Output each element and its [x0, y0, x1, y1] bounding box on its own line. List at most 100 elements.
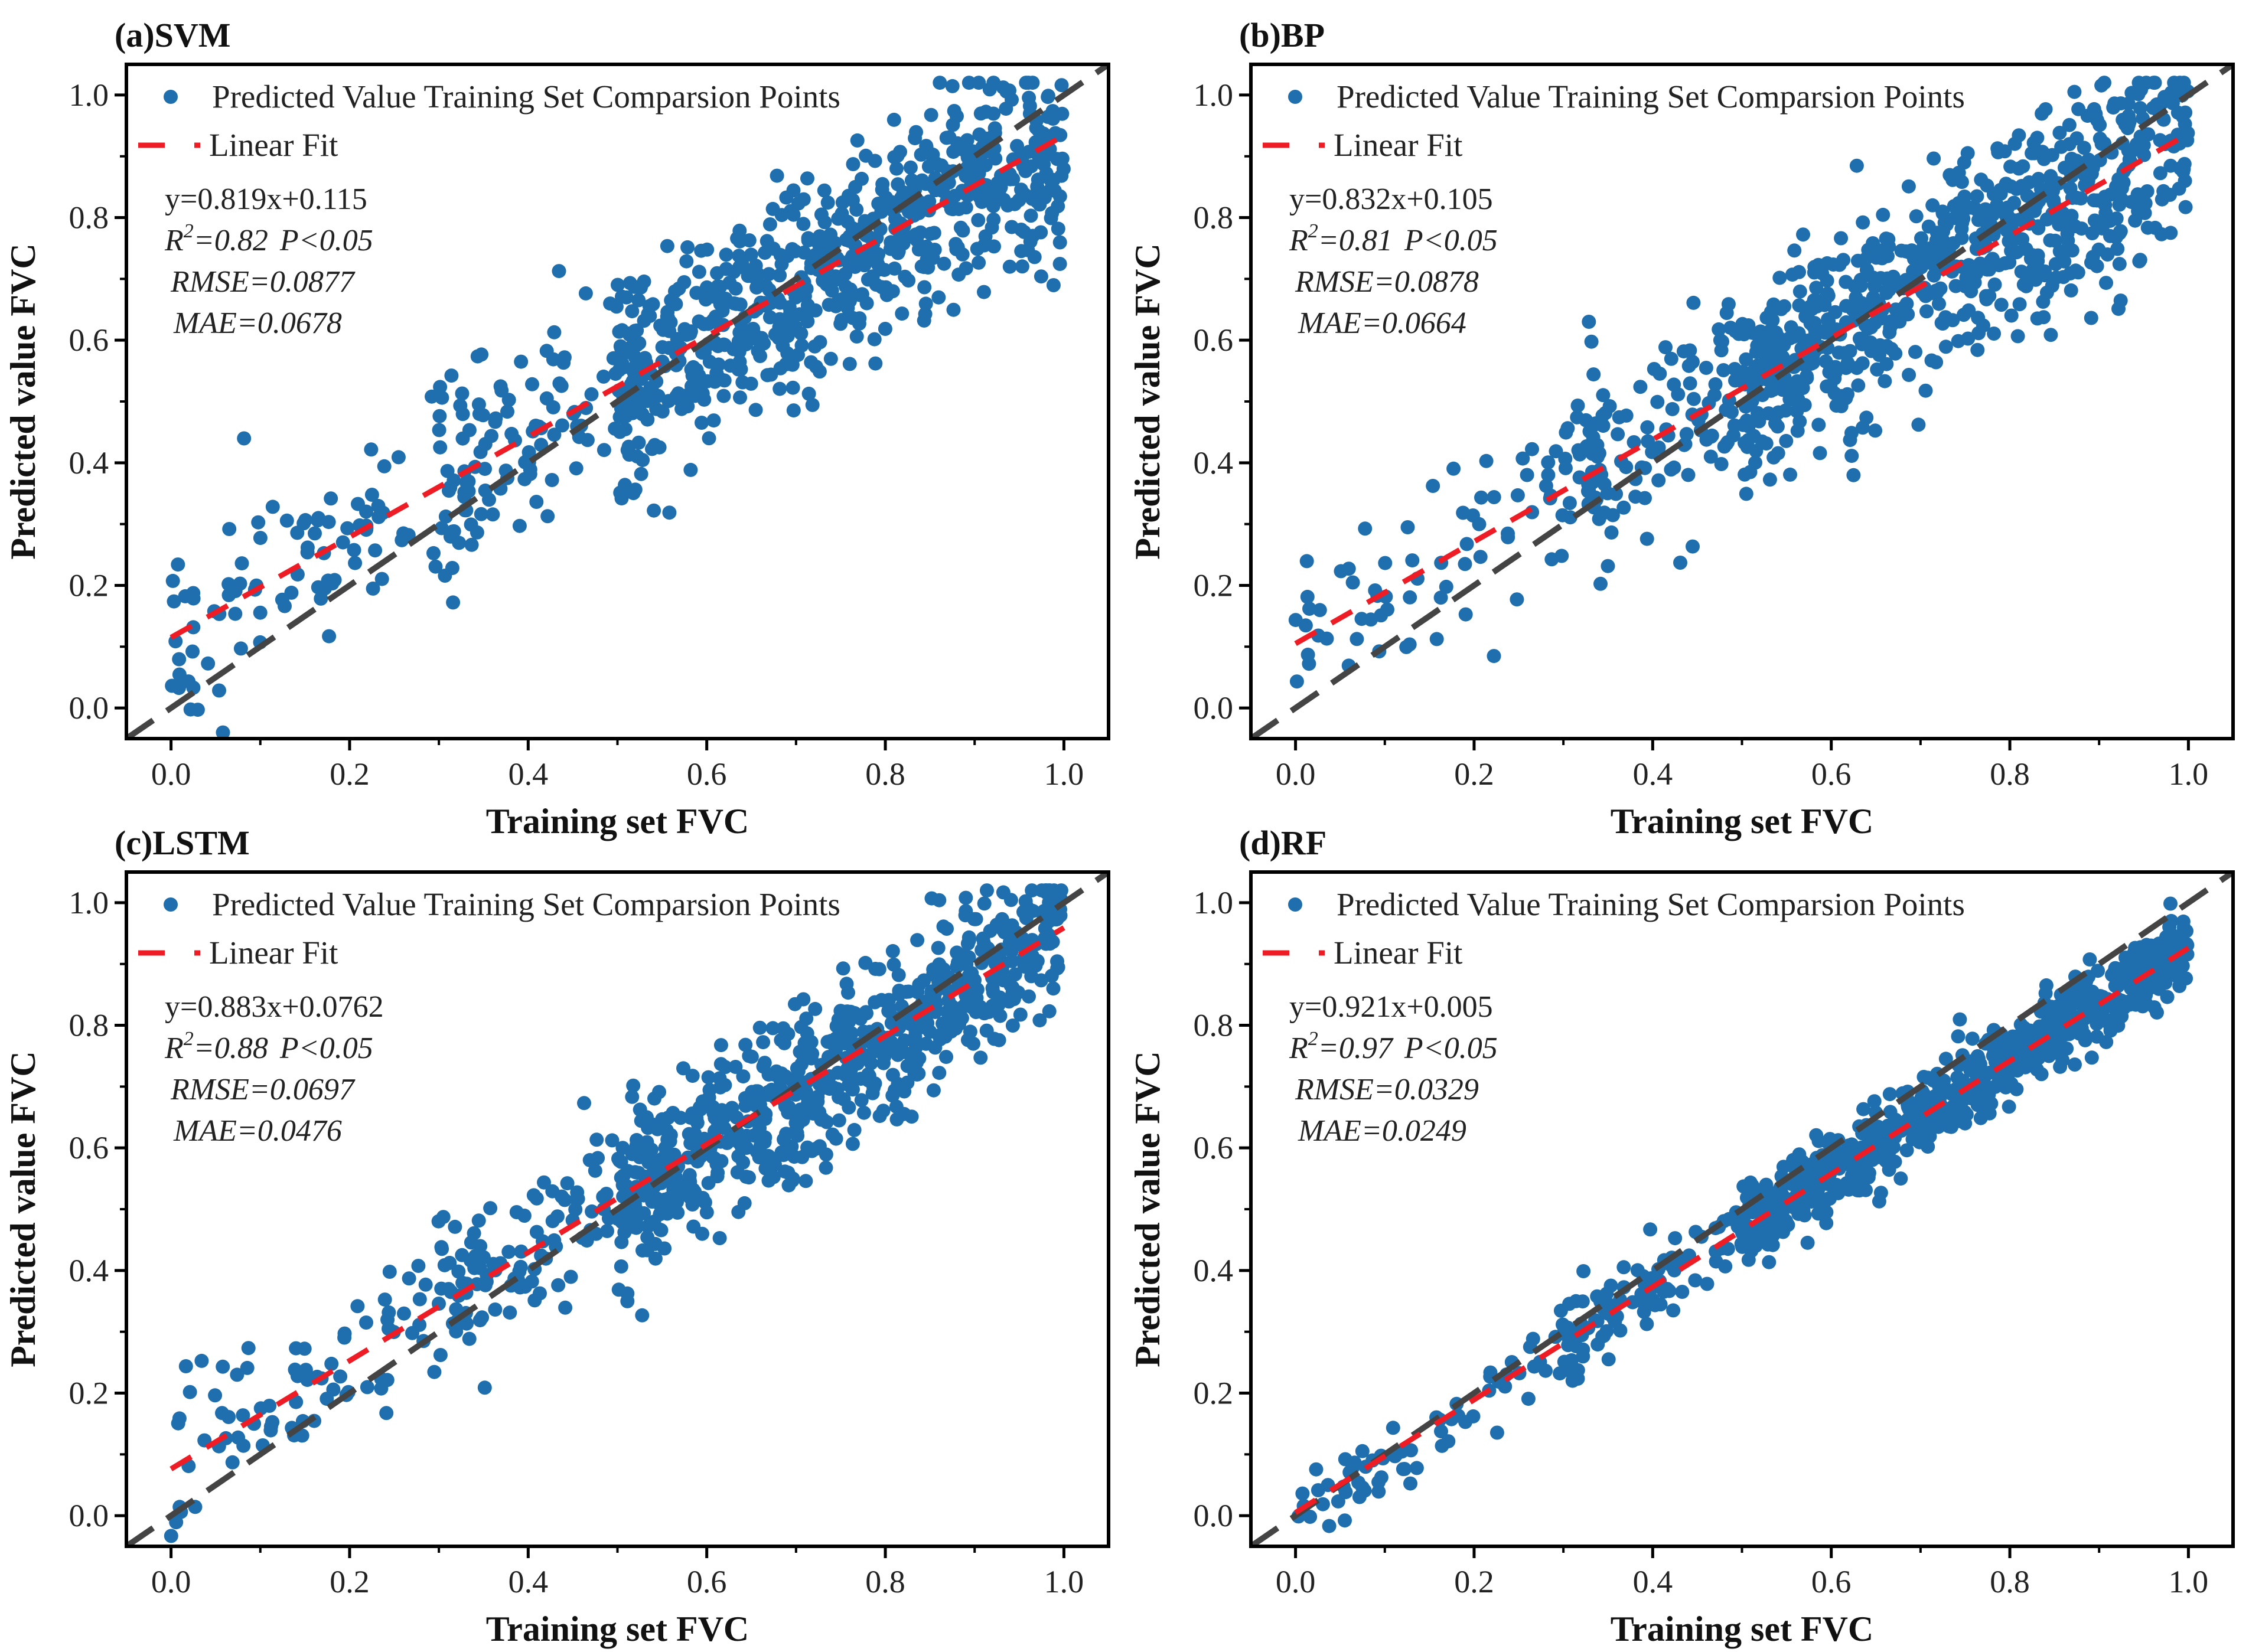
y-tick-label: 1.0 — [1194, 885, 1234, 920]
data-point — [664, 1176, 679, 1190]
fit-line — [170, 133, 1065, 640]
data-point — [797, 289, 812, 303]
p-value: P<0.05 — [279, 224, 373, 257]
data-point — [2098, 198, 2113, 213]
data-point — [1601, 559, 1615, 573]
data-point — [980, 883, 994, 898]
data-point — [434, 1240, 449, 1255]
data-point — [446, 524, 461, 538]
data-point — [348, 556, 363, 570]
data-point — [694, 375, 709, 390]
data-point — [324, 491, 338, 506]
data-point — [744, 247, 758, 262]
data-point — [1993, 182, 2007, 197]
data-point — [692, 265, 706, 279]
data-point — [1289, 674, 1304, 689]
data-point — [620, 1294, 635, 1308]
data-point — [1028, 958, 1043, 973]
p-value: P<0.05 — [279, 1031, 373, 1065]
data-point — [1787, 243, 1802, 258]
data-point — [2091, 964, 2105, 978]
data-point — [1593, 576, 1608, 591]
x-tick-label: 1.0 — [2169, 1564, 2209, 1599]
data-point — [1765, 1225, 1780, 1239]
data-point — [391, 450, 406, 465]
data-point — [928, 964, 943, 978]
data-point — [1018, 894, 1033, 909]
data-point — [1013, 1007, 1028, 1022]
data-point — [1843, 344, 1857, 358]
data-point — [1909, 209, 1924, 224]
data-point — [182, 1385, 197, 1399]
data-point — [1592, 512, 1606, 526]
data-point — [525, 377, 539, 391]
data-point — [240, 1360, 255, 1375]
data-point — [1005, 918, 1019, 933]
data-point — [841, 985, 855, 1000]
data-point — [1856, 1180, 1870, 1195]
data-point — [849, 329, 864, 344]
data-point — [2139, 938, 2154, 952]
fit-equation: y=0.819x+0.115 — [165, 182, 367, 216]
data-point — [798, 1174, 813, 1189]
data-point — [2172, 181, 2186, 196]
panel-title: (d)RF — [1239, 824, 1326, 862]
data-point — [448, 1219, 462, 1234]
data-point — [584, 387, 599, 401]
data-point — [931, 290, 946, 305]
data-point — [716, 388, 731, 403]
data-point — [735, 260, 749, 275]
panel-title: (b)BP — [1239, 16, 1325, 54]
data-point — [817, 183, 832, 198]
data-point — [1911, 417, 1926, 432]
data-point — [549, 1239, 563, 1254]
data-point — [868, 1076, 882, 1091]
y-tick-label: 0.0 — [69, 1498, 109, 1533]
r2-symbol: R — [1289, 224, 1308, 257]
data-point — [1662, 1284, 1677, 1298]
data-point — [720, 1135, 734, 1150]
data-point — [1560, 1363, 1575, 1377]
data-point — [648, 1251, 663, 1266]
data-point — [545, 473, 559, 487]
data-point — [830, 272, 845, 287]
data-point — [412, 1292, 427, 1307]
data-point — [1699, 361, 1713, 375]
data-point — [1576, 1264, 1591, 1278]
data-point — [805, 397, 820, 412]
data-point — [875, 177, 890, 191]
data-point — [1637, 1304, 1651, 1319]
data-point — [2085, 226, 2100, 240]
data-point — [832, 1090, 846, 1105]
data-point — [476, 1250, 491, 1265]
data-point — [730, 1165, 745, 1180]
data-point — [1846, 468, 1861, 482]
data-point — [1643, 1222, 1658, 1237]
data-point — [289, 1341, 304, 1356]
data-point — [872, 1109, 887, 1124]
data-point — [2068, 263, 2083, 278]
data-point — [959, 904, 973, 919]
data-point — [428, 559, 443, 574]
data-point — [2163, 943, 2178, 958]
data-point — [1466, 508, 1480, 523]
data-point — [194, 1353, 209, 1368]
data-point — [1510, 488, 1525, 502]
data-point — [165, 573, 180, 588]
data-point — [455, 386, 470, 401]
data-point — [2013, 1017, 2028, 1032]
data-point — [1880, 282, 1895, 296]
data-point — [1046, 981, 1061, 996]
data-point — [1025, 883, 1039, 898]
data-point — [973, 1050, 988, 1065]
y-tick-label: 1.0 — [1194, 77, 1234, 113]
data-point — [1849, 158, 1864, 173]
data-point — [1818, 325, 1833, 340]
data-point — [1813, 446, 1827, 461]
data-point — [846, 157, 861, 171]
data-point — [974, 187, 989, 202]
data-point — [731, 1149, 746, 1164]
data-point — [867, 332, 882, 347]
data-point — [836, 961, 850, 976]
data-point — [350, 1299, 365, 1314]
